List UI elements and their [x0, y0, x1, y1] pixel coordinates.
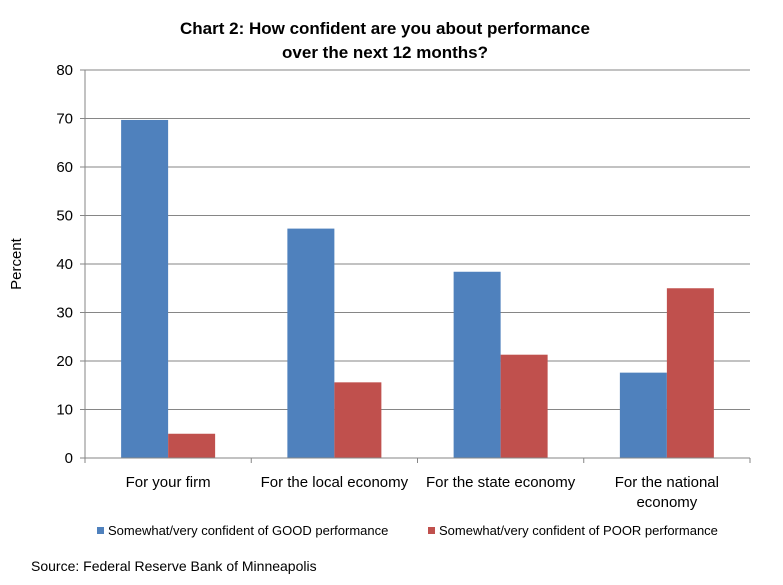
y-tick-label: 40	[56, 256, 73, 273]
y-tick-label: 30	[56, 305, 73, 322]
y-tick-label: 20	[56, 353, 73, 370]
bar-good	[619, 372, 667, 458]
bar-good	[287, 228, 335, 458]
y-tick-label: 50	[56, 208, 73, 225]
bar-good	[121, 119, 169, 458]
bar-poor	[168, 433, 216, 458]
bar-good	[453, 271, 501, 458]
source-note: Source: Federal Reserve Bank of Minneapo…	[31, 558, 317, 574]
legend-swatch	[97, 527, 104, 534]
x-category-label: For the national	[615, 474, 719, 491]
legend: Somewhat/very confident of GOOD performa…	[97, 523, 718, 538]
y-axis-label: Percent	[8, 237, 25, 290]
x-category-label: For your firm	[126, 474, 211, 491]
legend-label: Somewhat/very confident of POOR performa…	[439, 523, 718, 538]
gridlines	[80, 69, 750, 459]
bar-poor	[500, 354, 548, 458]
chart-title-line: Chart 2: How confident are you about per…	[180, 19, 590, 38]
bar-poor	[666, 288, 714, 458]
y-tick-label: 0	[65, 450, 73, 467]
bars	[121, 119, 714, 458]
x-category-labels: For your firm For the local economy For th…	[84, 458, 751, 511]
y-tick-label: 60	[56, 159, 73, 176]
chart-title-line: over the next 12 months?	[282, 43, 488, 62]
y-tick-label: 80	[56, 62, 73, 79]
bar-poor	[334, 382, 382, 458]
chart-title: Chart 2: How confident are you about per…	[180, 19, 590, 62]
x-category-label: For the state economy	[426, 474, 576, 491]
legend-label: Somewhat/very confident of GOOD performa…	[108, 523, 388, 538]
x-category-label: For the local economy	[261, 474, 409, 491]
y-tick-label: 10	[56, 402, 73, 419]
legend-swatch	[428, 527, 435, 534]
x-category-label: economy	[636, 494, 697, 511]
y-tick-labels: 0 10 20 30 40 50 60 70 80	[56, 62, 73, 467]
y-tick-label: 70	[56, 111, 73, 128]
